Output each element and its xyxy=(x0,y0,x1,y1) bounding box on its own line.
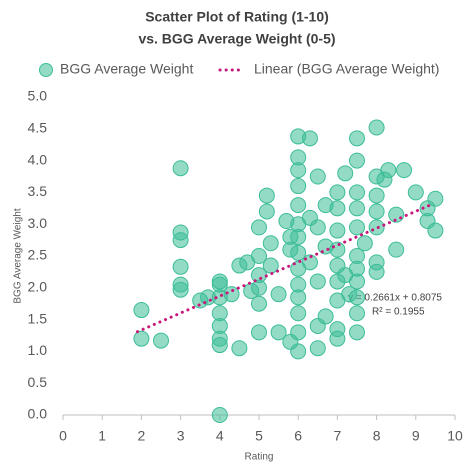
scatter-point xyxy=(407,184,424,201)
scatter-point xyxy=(251,324,267,341)
scatter-point xyxy=(368,263,385,280)
scatter-point xyxy=(368,203,385,220)
chart-title: vs. BGG Average Weight (0-5) xyxy=(138,31,335,47)
x-tick-label: 8 xyxy=(373,428,381,444)
scatter-point xyxy=(290,244,307,261)
scatter-point xyxy=(349,324,365,341)
trend-equation: y = 0.2661x + 0.8075 xyxy=(348,293,442,304)
y-tick-label: 3.5 xyxy=(28,183,48,199)
scatter-point xyxy=(290,305,307,322)
scatter-point xyxy=(282,333,299,350)
scatter-point xyxy=(231,340,248,357)
scatter-point xyxy=(258,187,275,204)
scatter-point xyxy=(329,222,346,239)
scatter-point xyxy=(251,248,267,264)
scatter-point xyxy=(419,213,436,230)
y-tick-label: 0.0 xyxy=(28,406,48,422)
x-tick-label: 7 xyxy=(334,428,342,444)
scatter-point xyxy=(301,130,318,147)
scatter-point xyxy=(262,235,279,252)
scatter-point xyxy=(251,219,267,236)
scatter-point xyxy=(349,305,365,322)
scatter-point xyxy=(309,219,326,236)
scatter-point xyxy=(380,162,397,179)
x-tick-label: 5 xyxy=(255,428,263,444)
scatter-point xyxy=(211,407,228,423)
scatter-point xyxy=(290,228,307,245)
scatter-point xyxy=(172,232,189,249)
scatter-point xyxy=(396,162,413,179)
scatter-point xyxy=(133,330,150,347)
scatter-point xyxy=(317,308,334,325)
scatter-point xyxy=(329,241,346,258)
x-tick-label: 1 xyxy=(98,428,106,444)
y-tick-label: 0.5 xyxy=(28,374,48,390)
scatter-point xyxy=(349,184,365,201)
scatter-point xyxy=(329,330,346,347)
x-tick-label: 2 xyxy=(138,428,146,444)
trend-r-squared: R² = 0.1955 xyxy=(372,307,425,318)
scatter-point xyxy=(349,273,365,290)
scatter-point xyxy=(349,219,365,236)
x-tick-label: 9 xyxy=(412,428,420,444)
scatter-point xyxy=(356,235,373,252)
scatter-point xyxy=(368,119,385,136)
legend-label: Linear (BGG Average Weight) xyxy=(254,61,439,77)
scatter-point xyxy=(251,295,267,312)
scatter-point xyxy=(329,184,346,201)
y-tick-label: 5.0 xyxy=(28,88,48,104)
legend-marker xyxy=(39,63,53,77)
y-axis-title: BGG Average Weight xyxy=(13,208,24,303)
x-axis-title: Rating xyxy=(245,452,274,463)
y-tick-label: 3.0 xyxy=(28,215,48,231)
scatter-point xyxy=(309,340,326,357)
scatter-point xyxy=(388,241,405,258)
scatter-point xyxy=(368,187,385,204)
x-tick-label: 4 xyxy=(216,428,224,444)
scatter-point xyxy=(349,200,365,217)
x-tick-label: 0 xyxy=(59,428,67,444)
scatter-point xyxy=(258,203,275,220)
scatter-point xyxy=(349,152,365,169)
y-tick-label: 2.0 xyxy=(28,279,48,295)
legend-label: BGG Average Weight xyxy=(60,61,193,77)
scatter-point xyxy=(172,281,189,298)
scatter-point xyxy=(290,178,307,195)
scatter-point xyxy=(349,289,365,306)
scatter-point xyxy=(172,258,189,275)
scatter-point xyxy=(251,279,267,296)
scatter-point xyxy=(290,162,307,179)
scatter-point xyxy=(337,165,354,182)
y-tick-label: 4.0 xyxy=(28,151,48,167)
x-tick-label: 6 xyxy=(294,428,302,444)
scatter-point xyxy=(270,324,287,341)
scatter-point xyxy=(290,289,307,306)
y-tick-label: 2.5 xyxy=(28,247,48,263)
scatter-point xyxy=(211,337,228,354)
scatter-point xyxy=(427,190,444,207)
y-tick-label: 1.0 xyxy=(28,342,48,358)
scatter-point xyxy=(270,286,287,303)
scatter-point xyxy=(309,168,326,185)
scatter-point xyxy=(223,286,240,303)
chart-title: Scatter Plot of Rating (1-10) xyxy=(145,9,329,25)
x-tick-label: 3 xyxy=(177,428,185,444)
trend-line xyxy=(135,202,433,334)
scatter-point xyxy=(172,160,189,177)
scatter-point xyxy=(133,302,150,319)
scatter-point xyxy=(368,219,385,236)
scatter-point xyxy=(153,332,169,349)
scatter-point xyxy=(349,130,365,147)
scatter-point xyxy=(329,200,346,217)
y-tick-label: 4.5 xyxy=(28,120,48,136)
x-tick-label: 10 xyxy=(447,428,463,444)
scatter-point xyxy=(290,197,307,214)
scatter-point xyxy=(309,273,326,290)
y-tick-label: 1.5 xyxy=(28,310,48,326)
